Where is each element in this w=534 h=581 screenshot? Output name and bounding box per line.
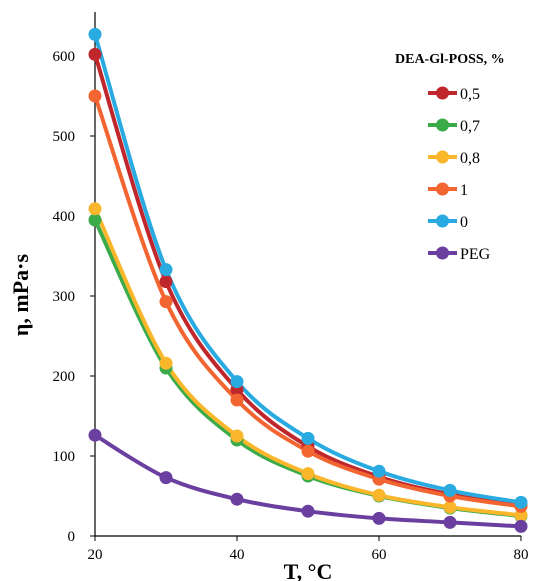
data-point: [301, 431, 315, 445]
y-tick-label: 0: [68, 529, 76, 545]
legend-label: PEG: [460, 246, 491, 263]
data-point: [372, 464, 386, 478]
data-point: [230, 429, 244, 443]
data-point: [159, 295, 173, 309]
data-point: [443, 483, 457, 497]
x-tick-label: 40: [230, 547, 245, 563]
x-tick-label: 60: [372, 547, 387, 563]
legend-label: 0,8: [460, 150, 480, 167]
data-point: [159, 275, 173, 289]
legend-item: 0: [428, 214, 468, 231]
legend-item: 0,5: [428, 86, 480, 103]
x-tick-label: 80: [514, 547, 529, 563]
legend-swatch-marker: [436, 182, 449, 196]
data-point: [514, 519, 528, 533]
y-tick-label: 300: [53, 289, 76, 305]
legend-label: 0,5: [460, 86, 480, 103]
data-point: [88, 213, 102, 227]
data-point: [372, 511, 386, 525]
data-point: [159, 356, 173, 370]
data-point: [230, 393, 244, 407]
data-point: [514, 495, 528, 509]
x-tick-label: 20: [88, 547, 103, 563]
legend-title: DEA-Gl-POSS, %: [395, 52, 505, 67]
y-tick-label: 400: [53, 209, 76, 225]
y-tick-label: 100: [53, 449, 76, 465]
legend-item: 1: [428, 182, 468, 199]
series-points: [88, 27, 528, 533]
legend: DEA-Gl-POSS, % 0,5 0,7 0,8 1 0 PEG: [395, 52, 505, 263]
legend-item: 0,8: [428, 150, 480, 167]
data-point: [88, 428, 102, 442]
data-point: [88, 202, 102, 216]
data-point: [230, 492, 244, 506]
data-point: [159, 471, 173, 485]
data-point: [230, 375, 244, 389]
legend-swatch-marker: [436, 86, 449, 100]
data-point: [301, 504, 315, 518]
legend-swatch-marker: [436, 246, 449, 260]
legend-label: 1: [460, 182, 468, 199]
data-point: [88, 47, 102, 61]
axes: 0 100 200 300 400 500 600 20 40 60 80: [53, 12, 529, 563]
data-point: [443, 500, 457, 514]
legend-swatch-marker: [436, 150, 449, 164]
data-point: [372, 488, 386, 502]
y-tick-label: 600: [53, 49, 76, 65]
data-point: [159, 263, 173, 277]
legend-swatch-marker: [436, 118, 449, 132]
y-axis-title: η, mPa·s: [8, 253, 33, 336]
legend-item: 0,7: [428, 118, 480, 135]
legend-item: PEG: [428, 246, 491, 263]
legend-label: 0: [460, 214, 468, 231]
y-tick-label: 500: [53, 129, 76, 145]
data-point: [88, 89, 102, 103]
data-point: [301, 467, 315, 481]
y-tick-label: 200: [53, 369, 76, 385]
series-line-4: [93, 32, 523, 505]
legend-label: 0,7: [460, 118, 480, 135]
x-axis-title: T, °C: [284, 559, 333, 581]
data-point: [443, 515, 457, 529]
legend-swatch-marker: [436, 214, 449, 228]
data-point: [301, 444, 315, 458]
data-point: [88, 27, 102, 41]
